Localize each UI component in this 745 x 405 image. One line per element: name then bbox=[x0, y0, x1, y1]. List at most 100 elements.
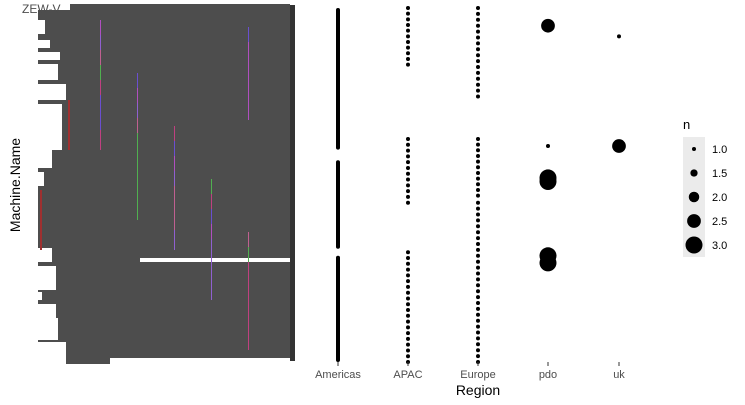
point-apac bbox=[406, 354, 410, 359]
label-edge-0 bbox=[30, 0, 70, 10]
label-edge-13 bbox=[30, 304, 56, 318]
y-axis-tick-mass bbox=[290, 5, 295, 361]
point-apac bbox=[406, 348, 410, 353]
x-tick-label-americas: Americas bbox=[315, 369, 361, 381]
legend-key-0 bbox=[692, 147, 696, 151]
point-apac bbox=[406, 160, 410, 165]
label-edge-8 bbox=[30, 172, 44, 186]
point-europe bbox=[476, 236, 480, 241]
point-apac bbox=[406, 183, 410, 188]
legend-label-4: 3.0 bbox=[712, 240, 727, 252]
point-europe bbox=[476, 271, 480, 276]
point-apac bbox=[406, 34, 410, 39]
point-europe bbox=[476, 306, 480, 311]
point-europe bbox=[476, 159, 480, 164]
point-europe bbox=[476, 76, 480, 81]
point-europe bbox=[476, 342, 480, 347]
point-apac bbox=[406, 319, 410, 324]
point-europe bbox=[476, 187, 480, 192]
point-europe bbox=[476, 136, 480, 141]
point-uk-6 bbox=[617, 34, 621, 39]
legend-label-3: 2.5 bbox=[712, 216, 727, 228]
point-apac bbox=[406, 194, 410, 199]
point-apac bbox=[406, 296, 410, 301]
label-streak-22 bbox=[174, 186, 175, 230]
point-europe bbox=[476, 218, 480, 223]
point-europe bbox=[476, 35, 480, 40]
point-apac bbox=[406, 261, 410, 266]
point-europe bbox=[476, 165, 480, 170]
point-europe bbox=[476, 176, 480, 181]
legend-title: n bbox=[683, 117, 690, 132]
point-europe bbox=[476, 330, 480, 335]
plot-area bbox=[336, 6, 626, 364]
x-axis-ticks: Americas APAC Europe pdo uk bbox=[315, 362, 625, 381]
label-edge-1 bbox=[30, 20, 45, 34]
point-apac bbox=[406, 142, 410, 147]
label-edge-15 bbox=[30, 342, 66, 366]
point-europe bbox=[476, 142, 480, 147]
label-edge-5 bbox=[30, 84, 66, 100]
point-apac bbox=[406, 171, 410, 176]
point-apac bbox=[406, 279, 410, 284]
point-column-americas-1 bbox=[336, 160, 340, 249]
point-apac bbox=[406, 39, 410, 44]
legend-label-0: 1.0 bbox=[712, 144, 727, 156]
label-streak-14 bbox=[248, 262, 249, 350]
point-europe bbox=[476, 200, 480, 205]
point-apac bbox=[406, 136, 410, 141]
point-column-americas-0 bbox=[336, 255, 340, 362]
point-apac bbox=[406, 22, 410, 27]
point-europe bbox=[476, 224, 480, 229]
x-axis-title: Region bbox=[456, 382, 500, 398]
point-pdo-3 bbox=[539, 172, 557, 190]
legend-label-2: 2.0 bbox=[712, 192, 727, 204]
point-europe bbox=[476, 230, 480, 235]
label-edge-14 bbox=[30, 318, 58, 340]
point-europe bbox=[476, 336, 480, 341]
point-apac bbox=[406, 154, 410, 159]
point-apac bbox=[406, 273, 410, 278]
point-apac bbox=[406, 290, 410, 295]
point-apac bbox=[406, 45, 410, 50]
point-apac bbox=[406, 165, 410, 170]
y-axis-title: Machine.Name bbox=[7, 138, 23, 232]
point-apac bbox=[406, 200, 410, 205]
point-europe bbox=[476, 41, 480, 46]
point-europe bbox=[476, 6, 480, 10]
label-edge-6 bbox=[30, 104, 62, 150]
label-streak-25 bbox=[100, 95, 101, 130]
point-apac bbox=[406, 267, 410, 272]
point-europe bbox=[476, 47, 480, 52]
point-europe bbox=[476, 82, 480, 87]
point-apac bbox=[406, 342, 410, 347]
point-apac bbox=[406, 250, 410, 255]
point-apac bbox=[406, 51, 410, 56]
point-europe bbox=[476, 247, 480, 252]
point-europe bbox=[476, 182, 480, 187]
point-pdo-1 bbox=[546, 144, 550, 149]
point-apac bbox=[406, 331, 410, 336]
point-pdo-0 bbox=[541, 18, 555, 33]
point-europe bbox=[476, 253, 480, 258]
label-edge-9 bbox=[30, 186, 36, 248]
legend-key-1 bbox=[690, 169, 698, 177]
y-axis-top-tick-label: ZEW-V bbox=[22, 2, 60, 16]
label-bottom-edge bbox=[110, 358, 290, 366]
point-apac bbox=[406, 256, 410, 261]
point-apac bbox=[406, 11, 410, 16]
legend: n 1.0 1.5 2.0 2.5 3.0 bbox=[683, 117, 727, 257]
point-europe bbox=[476, 94, 480, 99]
point-europe bbox=[476, 23, 480, 28]
point-europe bbox=[476, 148, 480, 153]
point-uk-7 bbox=[612, 139, 626, 153]
label-streak-23 bbox=[211, 239, 212, 300]
label-edge-12 bbox=[30, 292, 42, 300]
point-apac bbox=[406, 148, 410, 153]
point-europe bbox=[476, 17, 480, 22]
x-tick-label-europe: Europe bbox=[460, 369, 495, 381]
point-apac bbox=[406, 189, 410, 194]
point-apac bbox=[406, 56, 410, 61]
point-europe bbox=[476, 88, 480, 93]
